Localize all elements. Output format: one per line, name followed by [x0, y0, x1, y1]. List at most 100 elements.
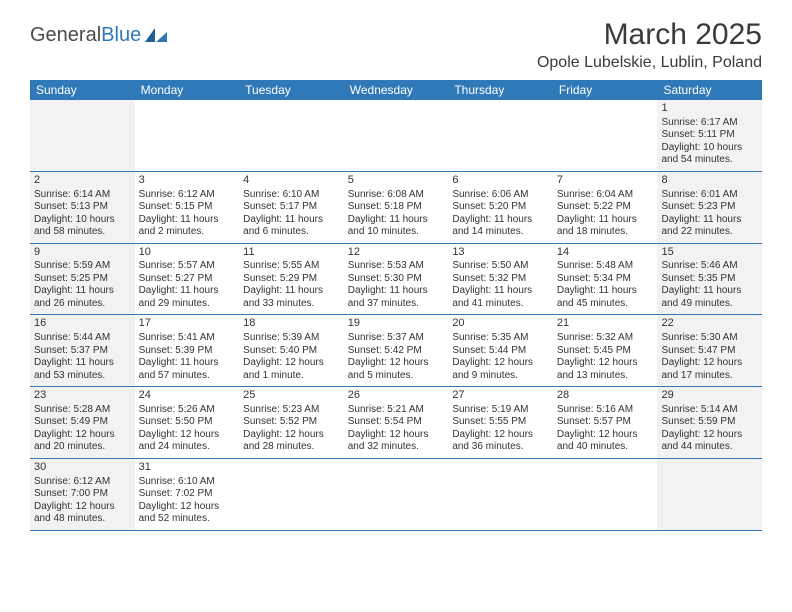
daylight1-text: Daylight: 11 hours — [243, 285, 340, 298]
sunset-text: Sunset: 5:39 PM — [139, 345, 236, 358]
sunset-text: Sunset: 5:25 PM — [34, 273, 131, 286]
day-number: 18 — [243, 317, 340, 331]
day-cell: 10Sunrise: 5:57 AMSunset: 5:27 PMDayligh… — [135, 244, 240, 315]
brand-logo: GeneralBlue — [30, 18, 169, 47]
day-number: 28 — [557, 389, 654, 403]
sunset-text: Sunset: 5:54 PM — [348, 416, 445, 429]
day-cell: 27Sunrise: 5:19 AMSunset: 5:55 PMDayligh… — [448, 387, 553, 458]
daylight1-text: Daylight: 12 hours — [34, 501, 131, 514]
day-cell: 28Sunrise: 5:16 AMSunset: 5:57 PMDayligh… — [553, 387, 658, 458]
day-number: 23 — [34, 389, 131, 403]
daylight1-text: Daylight: 12 hours — [661, 429, 758, 442]
weekday-header: Saturday — [657, 80, 762, 100]
daylight2-text: and 53 minutes. — [34, 370, 131, 383]
daylight1-text: Daylight: 12 hours — [557, 357, 654, 370]
daylight1-text: Daylight: 12 hours — [139, 429, 236, 442]
daylight2-text: and 32 minutes. — [348, 441, 445, 454]
day-number: 5 — [348, 174, 445, 188]
day-cell — [553, 459, 658, 530]
sunrise-text: Sunrise: 5:39 AM — [243, 332, 340, 345]
sunset-text: Sunset: 5:30 PM — [348, 273, 445, 286]
week-row: 30Sunrise: 6:12 AMSunset: 7:00 PMDayligh… — [30, 459, 762, 531]
sunset-text: Sunset: 5:29 PM — [243, 273, 340, 286]
brand-part1: General — [30, 24, 101, 47]
day-number: 10 — [139, 246, 236, 260]
day-number: 4 — [243, 174, 340, 188]
sunrise-text: Sunrise: 6:01 AM — [661, 189, 758, 202]
sunset-text: Sunset: 7:02 PM — [139, 488, 236, 501]
day-cell: 24Sunrise: 5:26 AMSunset: 5:50 PMDayligh… — [135, 387, 240, 458]
sunrise-text: Sunrise: 6:10 AM — [139, 476, 236, 489]
sunrise-text: Sunrise: 5:30 AM — [661, 332, 758, 345]
day-number: 22 — [661, 317, 758, 331]
daylight2-text: and 49 minutes. — [661, 298, 758, 311]
daylight1-text: Daylight: 10 hours — [661, 142, 758, 155]
daylight2-text: and 6 minutes. — [243, 226, 340, 239]
day-cell: 6Sunrise: 6:06 AMSunset: 5:20 PMDaylight… — [448, 172, 553, 243]
day-cell: 22Sunrise: 5:30 AMSunset: 5:47 PMDayligh… — [657, 315, 762, 386]
day-cell: 2Sunrise: 6:14 AMSunset: 5:13 PMDaylight… — [30, 172, 135, 243]
sunrise-text: Sunrise: 5:32 AM — [557, 332, 654, 345]
month-title: March 2025 — [537, 18, 762, 52]
day-cell: 21Sunrise: 5:32 AMSunset: 5:45 PMDayligh… — [553, 315, 658, 386]
daylight2-text: and 14 minutes. — [452, 226, 549, 239]
daylight2-text: and 20 minutes. — [34, 441, 131, 454]
sunrise-text: Sunrise: 6:14 AM — [34, 189, 131, 202]
sunset-text: Sunset: 5:55 PM — [452, 416, 549, 429]
daylight1-text: Daylight: 11 hours — [557, 285, 654, 298]
sunrise-text: Sunrise: 5:48 AM — [557, 260, 654, 273]
sunrise-text: Sunrise: 5:57 AM — [139, 260, 236, 273]
daylight1-text: Daylight: 12 hours — [452, 429, 549, 442]
daylight1-text: Daylight: 11 hours — [661, 285, 758, 298]
daylight1-text: Daylight: 11 hours — [139, 357, 236, 370]
day-cell: 14Sunrise: 5:48 AMSunset: 5:34 PMDayligh… — [553, 244, 658, 315]
day-cell: 25Sunrise: 5:23 AMSunset: 5:52 PMDayligh… — [239, 387, 344, 458]
day-cell: 29Sunrise: 5:14 AMSunset: 5:59 PMDayligh… — [657, 387, 762, 458]
day-cell: 13Sunrise: 5:50 AMSunset: 5:32 PMDayligh… — [448, 244, 553, 315]
day-number: 2 — [34, 174, 131, 188]
day-number: 26 — [348, 389, 445, 403]
daylight2-text: and 48 minutes. — [34, 513, 131, 526]
daylight2-text: and 28 minutes. — [243, 441, 340, 454]
daylight1-text: Daylight: 12 hours — [243, 357, 340, 370]
sunset-text: Sunset: 5:11 PM — [661, 129, 758, 142]
sunset-text: Sunset: 5:32 PM — [452, 273, 549, 286]
sunrise-text: Sunrise: 5:46 AM — [661, 260, 758, 273]
day-number: 13 — [452, 246, 549, 260]
week-row: 16Sunrise: 5:44 AMSunset: 5:37 PMDayligh… — [30, 315, 762, 387]
sunset-text: Sunset: 5:27 PM — [139, 273, 236, 286]
week-row: 2Sunrise: 6:14 AMSunset: 5:13 PMDaylight… — [30, 172, 762, 244]
sunrise-text: Sunrise: 5:19 AM — [452, 404, 549, 417]
day-cell — [30, 100, 135, 171]
weekday-header: Friday — [553, 80, 658, 100]
sunset-text: Sunset: 5:52 PM — [243, 416, 340, 429]
sunrise-text: Sunrise: 5:44 AM — [34, 332, 131, 345]
day-number: 7 — [557, 174, 654, 188]
title-block: March 2025 Opole Lubelskie, Lublin, Pola… — [537, 18, 762, 72]
logo-sail-icon — [143, 26, 169, 44]
sunset-text: Sunset: 5:34 PM — [557, 273, 654, 286]
day-number: 17 — [139, 317, 236, 331]
day-cell: 26Sunrise: 5:21 AMSunset: 5:54 PMDayligh… — [344, 387, 449, 458]
day-number: 31 — [139, 461, 236, 475]
daylight2-text: and 13 minutes. — [557, 370, 654, 383]
daylight2-text: and 17 minutes. — [661, 370, 758, 383]
daylight1-text: Daylight: 11 hours — [34, 285, 131, 298]
daylight1-text: Daylight: 11 hours — [34, 357, 131, 370]
weekday-header: Monday — [135, 80, 240, 100]
day-cell: 18Sunrise: 5:39 AMSunset: 5:40 PMDayligh… — [239, 315, 344, 386]
week-row: 1Sunrise: 6:17 AMSunset: 5:11 PMDaylight… — [30, 100, 762, 172]
day-number: 25 — [243, 389, 340, 403]
day-cell — [657, 459, 762, 530]
sunset-text: Sunset: 5:40 PM — [243, 345, 340, 358]
daylight2-text: and 41 minutes. — [452, 298, 549, 311]
week-row: 23Sunrise: 5:28 AMSunset: 5:49 PMDayligh… — [30, 387, 762, 459]
daylight2-text: and 10 minutes. — [348, 226, 445, 239]
sunset-text: Sunset: 5:45 PM — [557, 345, 654, 358]
brand-part2: Blue — [101, 24, 141, 47]
sunset-text: Sunset: 5:37 PM — [34, 345, 131, 358]
sunrise-text: Sunrise: 5:55 AM — [243, 260, 340, 273]
daylight1-text: Daylight: 11 hours — [452, 214, 549, 227]
sunset-text: Sunset: 5:50 PM — [139, 416, 236, 429]
day-cell — [239, 100, 344, 171]
